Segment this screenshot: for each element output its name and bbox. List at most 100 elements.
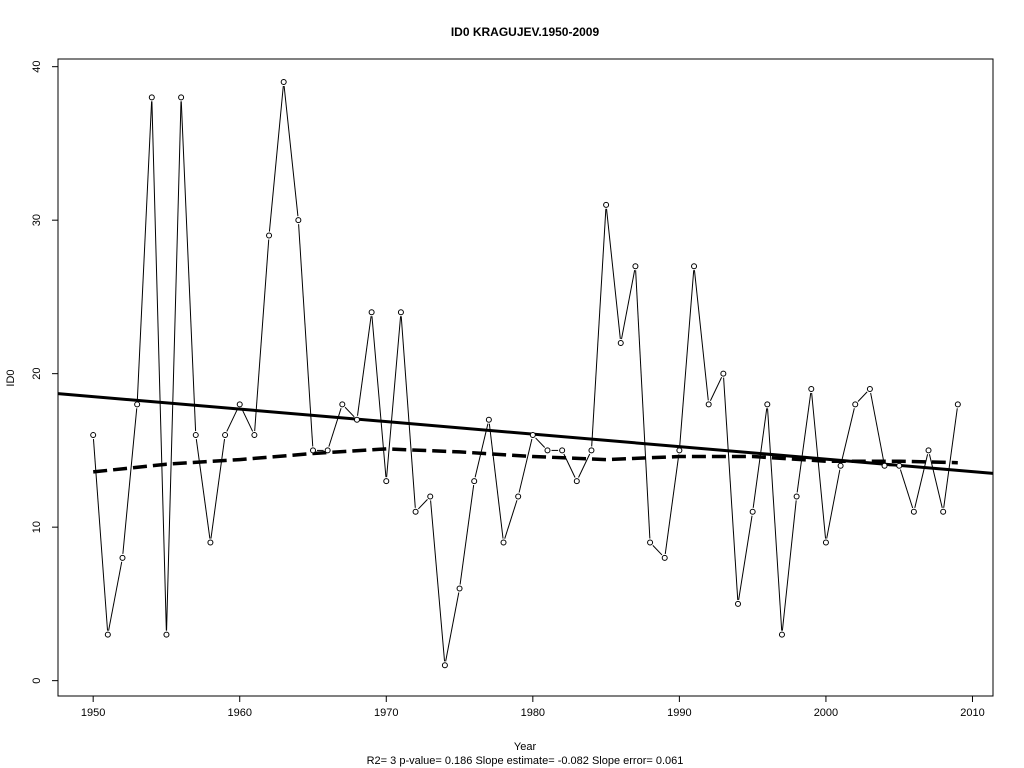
data-point <box>632 263 639 270</box>
data-point <box>104 631 111 638</box>
data-point <box>735 600 741 607</box>
data-point <box>749 508 756 515</box>
data-point <box>456 585 463 592</box>
x-axis-label: Year <box>514 741 537 753</box>
series-segment <box>371 316 387 478</box>
series-segment <box>328 408 342 447</box>
y-tick-label: 40 <box>31 61 43 73</box>
series-segment <box>254 239 270 432</box>
series-segment <box>180 101 197 432</box>
series-segment <box>298 224 314 447</box>
stats-footnote: R2= 3 p-value= 0.186 Slope estimate= -0.… <box>367 755 684 767</box>
y-tick-label: 10 <box>31 521 43 533</box>
x-tick-label: 1980 <box>521 707 545 719</box>
data-point <box>881 462 888 469</box>
series-segment <box>826 469 841 539</box>
series-segment <box>899 469 914 509</box>
series-segment <box>781 500 797 631</box>
data-point <box>705 401 712 408</box>
data-point <box>661 554 668 561</box>
data-point <box>353 416 360 423</box>
series-segment <box>151 101 167 631</box>
x-tick-label: 1950 <box>81 707 105 719</box>
data-point <box>500 539 507 546</box>
series-segment <box>518 438 533 493</box>
series-segment <box>122 408 138 554</box>
data-point <box>617 339 624 346</box>
series-segment <box>679 270 695 447</box>
series-segment <box>914 454 929 509</box>
series-segment <box>857 391 868 402</box>
series-segment <box>226 407 239 432</box>
data-point <box>954 401 961 408</box>
chart-title: ID0 KRAGUJEV.1950-2009 <box>451 25 600 39</box>
data-point <box>471 478 478 485</box>
series-segment <box>357 316 372 416</box>
series-segment <box>344 406 355 418</box>
data-point <box>368 309 375 316</box>
series-segment <box>166 101 182 631</box>
series-segment <box>752 408 768 508</box>
x-tick-label: 1990 <box>667 707 691 719</box>
series-segment <box>108 561 123 631</box>
data-point <box>837 462 844 469</box>
data-point <box>676 447 683 454</box>
data-point <box>192 432 199 439</box>
series-segment <box>195 438 211 539</box>
data-point <box>163 631 170 638</box>
data-point <box>808 386 815 393</box>
series-segment <box>445 592 460 662</box>
data-point <box>119 554 126 561</box>
data-point <box>383 478 390 485</box>
x-tick-label: 2000 <box>814 707 838 719</box>
series-segment <box>738 515 753 601</box>
series-segment <box>417 499 428 510</box>
x-tick-label: 1960 <box>227 707 251 719</box>
series-segment <box>578 453 591 478</box>
series-segment <box>210 438 226 539</box>
series-segment <box>591 208 607 447</box>
series-segment <box>430 500 446 662</box>
series-segment <box>621 270 636 340</box>
data-point <box>295 217 302 224</box>
y-tick-label: 20 <box>31 368 43 380</box>
y-tick-label: 30 <box>31 214 43 226</box>
data-point <box>441 662 448 669</box>
data-point <box>764 401 771 408</box>
data-point <box>266 232 273 239</box>
y-axis: 0 10 20 30 40 <box>31 61 58 684</box>
x-tick-label: 2010 <box>960 707 984 719</box>
series-segment <box>92 439 109 631</box>
series-segment <box>767 408 783 631</box>
data-point <box>720 370 727 377</box>
series-segment <box>635 270 651 539</box>
data-point <box>485 416 492 423</box>
data-point <box>251 432 258 439</box>
data-point <box>822 539 829 546</box>
data-point <box>647 539 654 546</box>
data-point <box>134 401 141 408</box>
series-segment <box>240 407 254 432</box>
data-point <box>178 94 185 101</box>
series-segment <box>268 85 284 232</box>
series-segment <box>723 377 739 600</box>
series-segment <box>796 392 812 493</box>
data-point <box>222 432 229 439</box>
series-segment <box>488 423 504 539</box>
data-point <box>148 94 155 101</box>
series-segment <box>283 85 299 217</box>
series-segment <box>606 208 621 340</box>
series-segment <box>474 423 489 478</box>
smoothed-trend-line <box>93 447 958 474</box>
data-point <box>90 432 97 439</box>
series-segment <box>535 437 546 448</box>
series-segment <box>664 454 680 554</box>
data-point <box>280 79 287 86</box>
data-point <box>852 401 859 408</box>
data-point <box>207 539 214 546</box>
series-segment <box>709 377 723 401</box>
data-point <box>866 386 873 393</box>
series-segment <box>504 500 518 539</box>
series-segment <box>459 485 475 585</box>
